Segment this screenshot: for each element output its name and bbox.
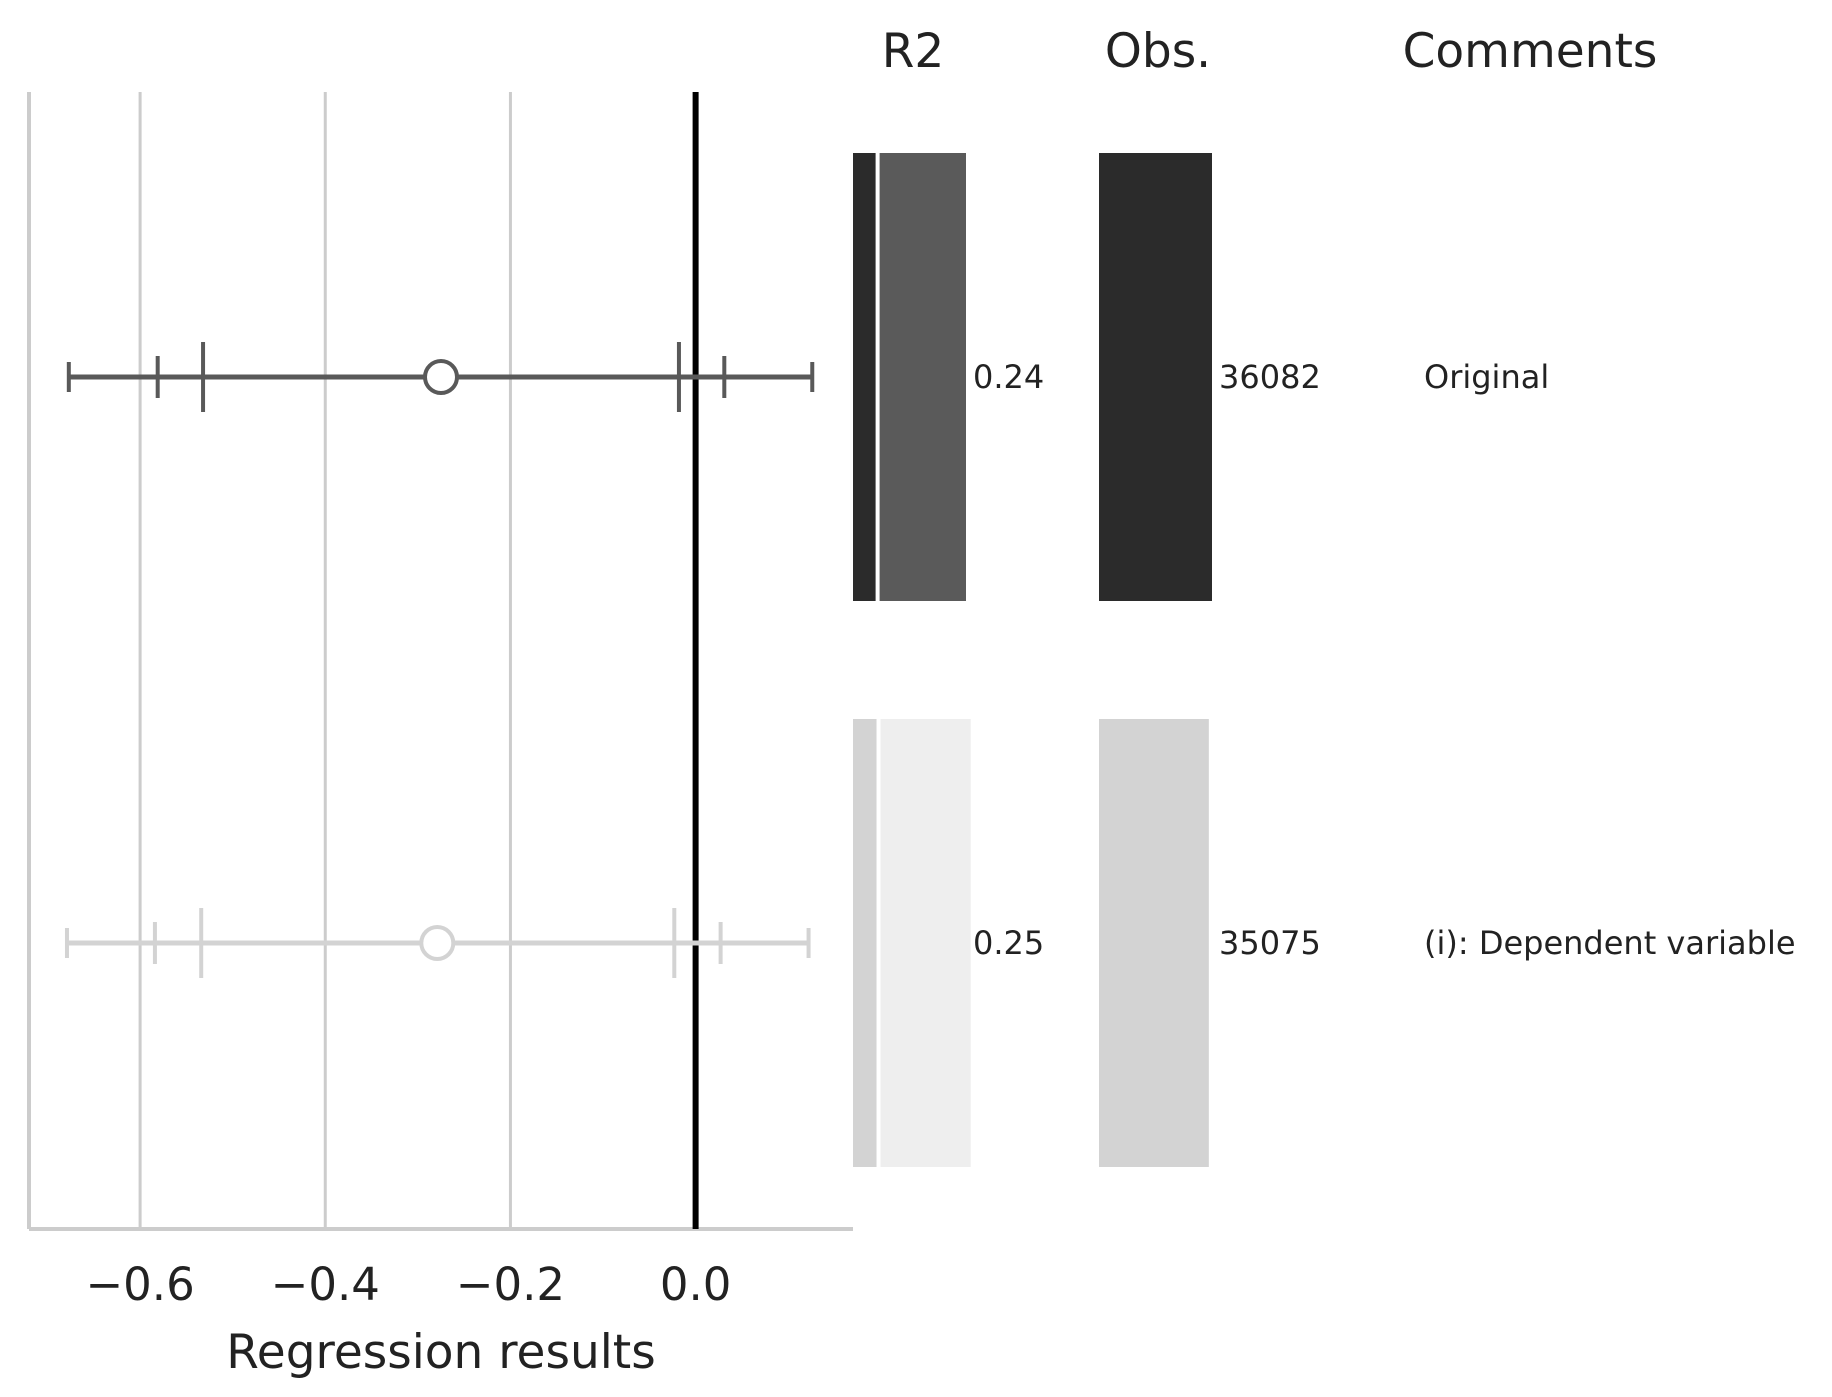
regression-rows: 0.24 36082 Original 0.25 35075 (i): Dependent… <box>64 153 1796 1167</box>
obs-bar-0 <box>1099 153 1212 601</box>
r2-bar-within-0 <box>853 153 876 601</box>
x-tick-label-3: 0.0 <box>660 1258 732 1311</box>
regression-row-0: 0.24 36082 Original <box>66 153 1549 601</box>
obs-bar-1 <box>1099 719 1209 1167</box>
comments-column-header: Comments <box>1403 24 1658 79</box>
x-axis-title: Regression results <box>226 1325 655 1380</box>
comment-0: Original <box>1424 358 1549 396</box>
x-tick-labels: −0.6 −0.4 −0.2 0.0 <box>85 1258 731 1311</box>
x-tick-label-2: −0.2 <box>456 1258 565 1311</box>
obs-value-1: 35075 <box>1219 924 1321 962</box>
r2-column-header: R2 <box>882 24 945 79</box>
r2-bar-1 <box>880 719 971 1167</box>
regression-row-1: 0.25 35075 (i): Dependent variable <box>64 719 1796 1167</box>
grid-lines <box>138 92 512 1229</box>
obs-value-0: 36082 <box>1219 358 1321 396</box>
r2-value-0: 0.24 <box>973 358 1044 396</box>
obs-column-header: Obs. <box>1105 24 1211 79</box>
point-estimate-1 <box>419 925 456 961</box>
r2-bar-0 <box>879 153 966 601</box>
r2-bar-within-1 <box>853 719 877 1167</box>
x-tick-label-1: −0.4 <box>271 1258 380 1311</box>
r2-value-1: 0.25 <box>973 924 1044 962</box>
x-tick-label-0: −0.6 <box>85 1258 194 1311</box>
point-estimate-0 <box>423 359 459 395</box>
axes <box>27 92 853 1231</box>
comment-1: (i): Dependent variable <box>1424 924 1796 962</box>
